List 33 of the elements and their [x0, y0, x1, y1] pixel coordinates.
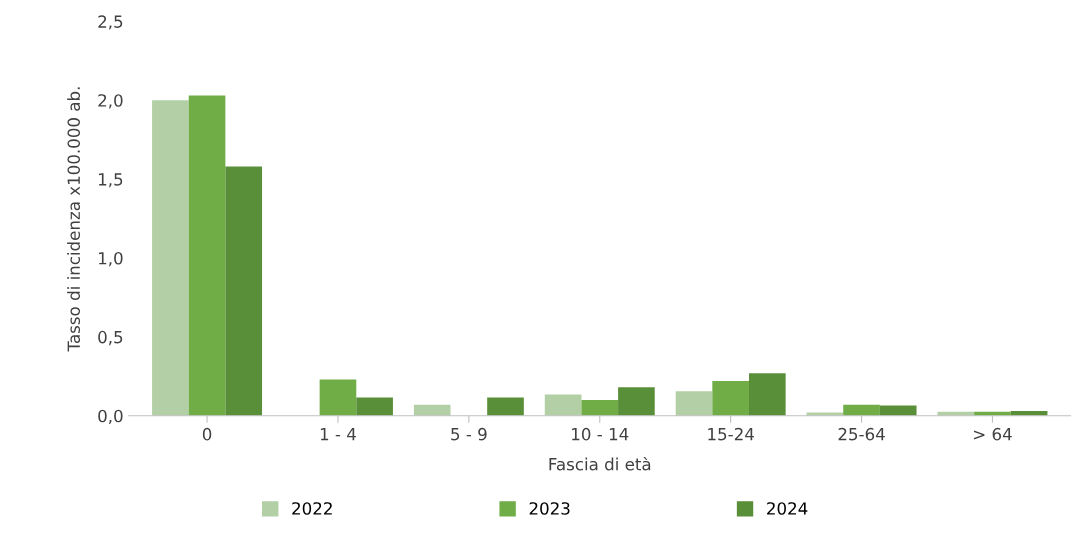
x-tick-label: 0	[202, 427, 212, 441]
bar	[487, 397, 524, 416]
bar	[748, 373, 786, 416]
x-tick-label: 25-64	[838, 427, 885, 441]
y-tick-label: 1,5	[98, 173, 123, 188]
bar	[544, 394, 582, 416]
bar	[618, 387, 655, 416]
bar	[581, 399, 619, 416]
legend-label: 2024	[767, 502, 808, 515]
x-tick-label: 15-24	[708, 427, 754, 441]
legend-label: 2023	[529, 502, 570, 515]
bar	[712, 381, 749, 416]
bar	[152, 100, 189, 416]
x-tick-label: 1 - 4	[320, 428, 356, 441]
y-tick-label: 2,5	[98, 15, 123, 30]
bar	[188, 95, 226, 416]
x-tick-label: > 64	[973, 427, 1012, 441]
bar	[879, 405, 917, 416]
y-tick-label: 2,0	[98, 94, 123, 109]
bar	[356, 397, 393, 416]
legend-label: 2022	[292, 502, 332, 515]
y-axis-title: Tasso di incidenza x100.000 ab.	[67, 87, 81, 352]
x-axis-title: Fascia di età	[549, 456, 651, 471]
bar	[675, 391, 713, 416]
x-tick-label: 5 - 9	[451, 427, 487, 441]
x-tick-label: 10 - 14	[572, 427, 629, 441]
y-tick-label: 0,0	[98, 409, 123, 425]
y-tick-label: 1,0	[98, 251, 123, 267]
bar	[413, 404, 451, 416]
bar	[225, 166, 263, 416]
bar	[843, 404, 880, 416]
bar	[319, 379, 357, 416]
y-tick-label: 0,5	[98, 330, 123, 346]
